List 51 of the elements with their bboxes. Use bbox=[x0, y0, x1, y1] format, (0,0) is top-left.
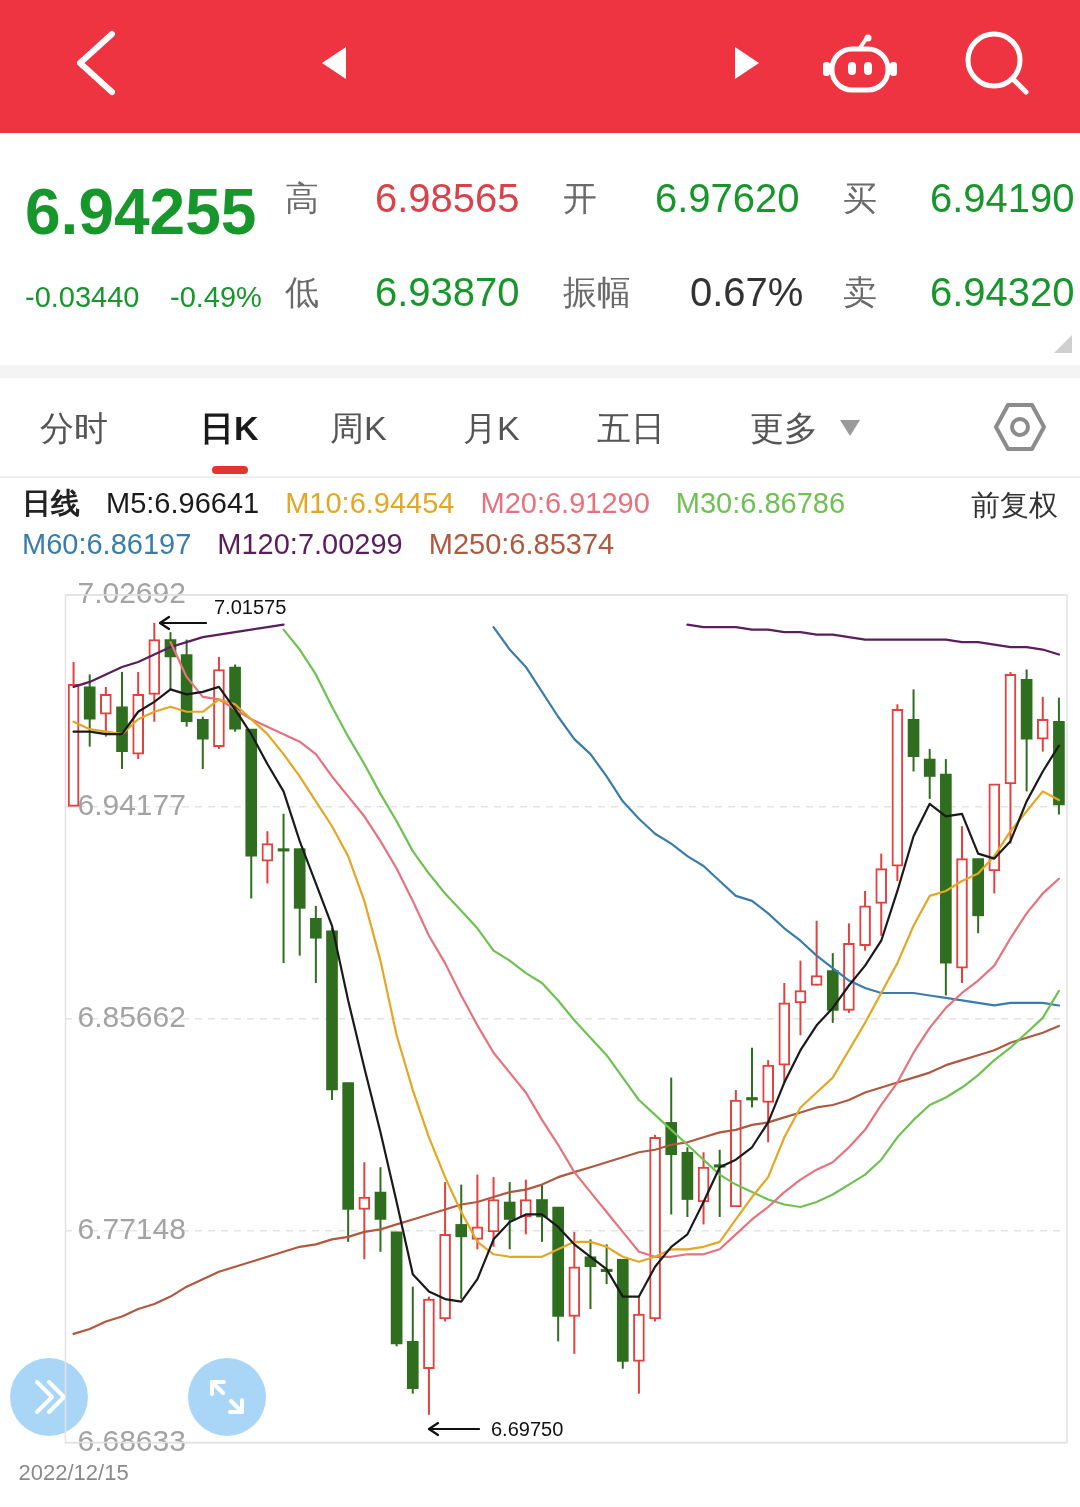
candlestick bbox=[196, 715, 209, 770]
text: 分时 bbox=[40, 408, 108, 449]
text: M120:7.00299 bbox=[217, 527, 403, 561]
text: 低 bbox=[285, 272, 319, 313]
text: 前复权 bbox=[971, 488, 1058, 523]
text: 6.97620 bbox=[655, 175, 800, 222]
candlestick bbox=[810, 919, 823, 987]
text: 振幅 bbox=[563, 272, 631, 313]
text: M60:6.86197 bbox=[22, 527, 192, 561]
text: -0.03440 bbox=[25, 280, 140, 315]
y-tick-label: 7.02692 bbox=[77, 576, 186, 610]
text: M10:6.94454 bbox=[285, 486, 455, 520]
y-tick-label: 6.68633 bbox=[77, 1423, 186, 1457]
text: 6.98565 bbox=[375, 175, 520, 222]
text: 日K bbox=[200, 408, 259, 449]
text: M5:6.96641 bbox=[106, 486, 260, 520]
x-tick-label: 2022/12/15 bbox=[18, 1459, 129, 1485]
candlestick bbox=[923, 748, 936, 800]
text: 0.67% bbox=[690, 269, 804, 316]
y-tick-label: 6.85662 bbox=[77, 1000, 186, 1034]
text: 月K bbox=[463, 408, 520, 449]
text: 6.94320 bbox=[930, 269, 1075, 316]
text: 买 bbox=[843, 178, 877, 219]
text: M20:6.91290 bbox=[480, 486, 650, 520]
text: 6.94255 bbox=[25, 175, 257, 250]
candlestick bbox=[310, 904, 322, 985]
candlestick bbox=[455, 1183, 468, 1301]
candlestick bbox=[1036, 695, 1049, 753]
text: 卖 bbox=[843, 272, 877, 313]
text: M30:6.86786 bbox=[675, 486, 846, 520]
text: 6.94190 bbox=[930, 175, 1075, 222]
annotation: 6.69750 bbox=[491, 1418, 564, 1440]
text: 高 bbox=[285, 178, 319, 219]
candlestick bbox=[358, 1161, 371, 1261]
text: 6.93870 bbox=[375, 269, 520, 316]
legend-title: 日线 bbox=[22, 486, 80, 520]
text: 开 bbox=[563, 178, 597, 219]
candlestick bbox=[536, 1183, 548, 1243]
candlestick bbox=[503, 1181, 516, 1251]
y-tick-label: 6.94177 bbox=[77, 788, 186, 822]
candlestick bbox=[261, 830, 274, 885]
text: -0.49% bbox=[170, 280, 262, 315]
annotation: 7.01575 bbox=[214, 596, 287, 618]
text: 周K bbox=[330, 408, 387, 449]
text: 五日 bbox=[597, 408, 665, 449]
text: 更多 bbox=[750, 408, 818, 449]
candlestick bbox=[794, 959, 807, 1037]
candlestick bbox=[100, 685, 112, 738]
y-tick-label: 6.77148 bbox=[77, 1211, 186, 1245]
text: M250:6.85374 bbox=[428, 527, 615, 561]
candlestick bbox=[746, 1046, 758, 1109]
